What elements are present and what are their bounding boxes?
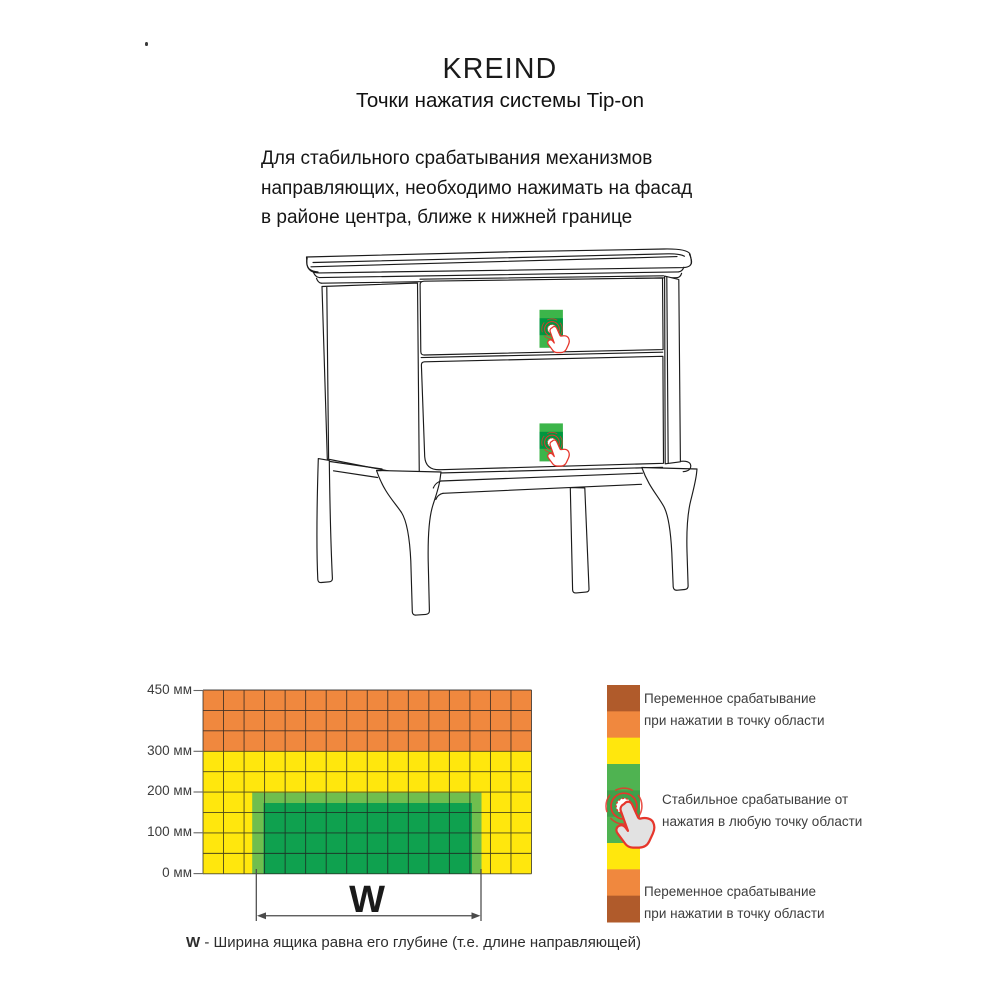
y-tick-0: 0 мм [162,864,192,880]
legend-line: Переменное срабатывание [644,691,817,706]
legend-bar-segment [607,685,640,712]
front-right-leg [641,466,698,591]
legend-bar-segment [607,711,640,739]
cabinet-right-stile [664,275,681,465]
axis-ticks [193,689,204,875]
y-tick-450: 450 мм [147,681,192,697]
legend-line: нажатия в любую точку области [662,813,863,829]
legend-entry-variable-top: Переменное срабатывание при нажатии в то… [644,688,825,732]
cabinet-top [305,248,693,274]
legend-bar-segment [607,895,640,923]
nightstand-drawing [305,248,698,616]
width-dimension-label: W [349,879,385,921]
bottom-drawer-front[interactable] [420,355,665,471]
chart-caption: W - Ширина ящика равна его глубине (т.е.… [186,934,641,951]
legend-line: Переменное срабатывание [644,884,817,899]
legend-bar-segment [607,869,640,897]
zone-green-stable [263,803,472,874]
caption-w: W [186,934,201,951]
instruction-text: Для стабильного срабатывания механизмов … [261,144,692,233]
legend-bar-segment [607,764,640,791]
legend-line: Стабильное срабатывание от [662,792,849,807]
legend-entry-stable: Стабильное срабатывание от нажатия в люб… [662,789,862,833]
y-tick-300: 300 мм [147,742,192,758]
instruction-line: в районе центра, ближе к нижней границе [261,207,633,228]
cabinet-left-side [321,282,420,478]
stray-mark [145,42,148,46]
instruction-line: направляющих, необходимо нажимать на фас… [261,177,693,199]
back-right-leg [569,487,590,594]
press-point-top-drawer[interactable] [539,309,570,354]
legend-entry-variable-bottom: Переменное срабатывание при нажатии в то… [644,881,825,925]
grid-lines [202,689,532,875]
page-subtitle: Точки нажатия системы Tip-on [355,89,645,112]
back-left-leg [316,458,333,584]
press-zone-chart [193,689,532,921]
press-point-bottom-drawer[interactable] [539,423,570,467]
width-dimension [255,869,482,921]
legend-line: при нажатии в точку области [644,905,825,921]
instruction-line: Для стабильного срабатывания механизмов [261,148,653,169]
y-tick-200: 200 мм [147,783,192,798]
legend-color-bar [607,685,640,923]
legend-line: при нажатии в точку области [644,712,825,728]
caption-text: - Ширина ящика равна его глубине (т.е. д… [200,934,641,951]
front-left-leg [375,469,442,616]
legend-bar-segment [607,737,640,765]
y-tick-100: 100 мм [147,824,192,839]
page-title: KREIND [442,53,558,85]
